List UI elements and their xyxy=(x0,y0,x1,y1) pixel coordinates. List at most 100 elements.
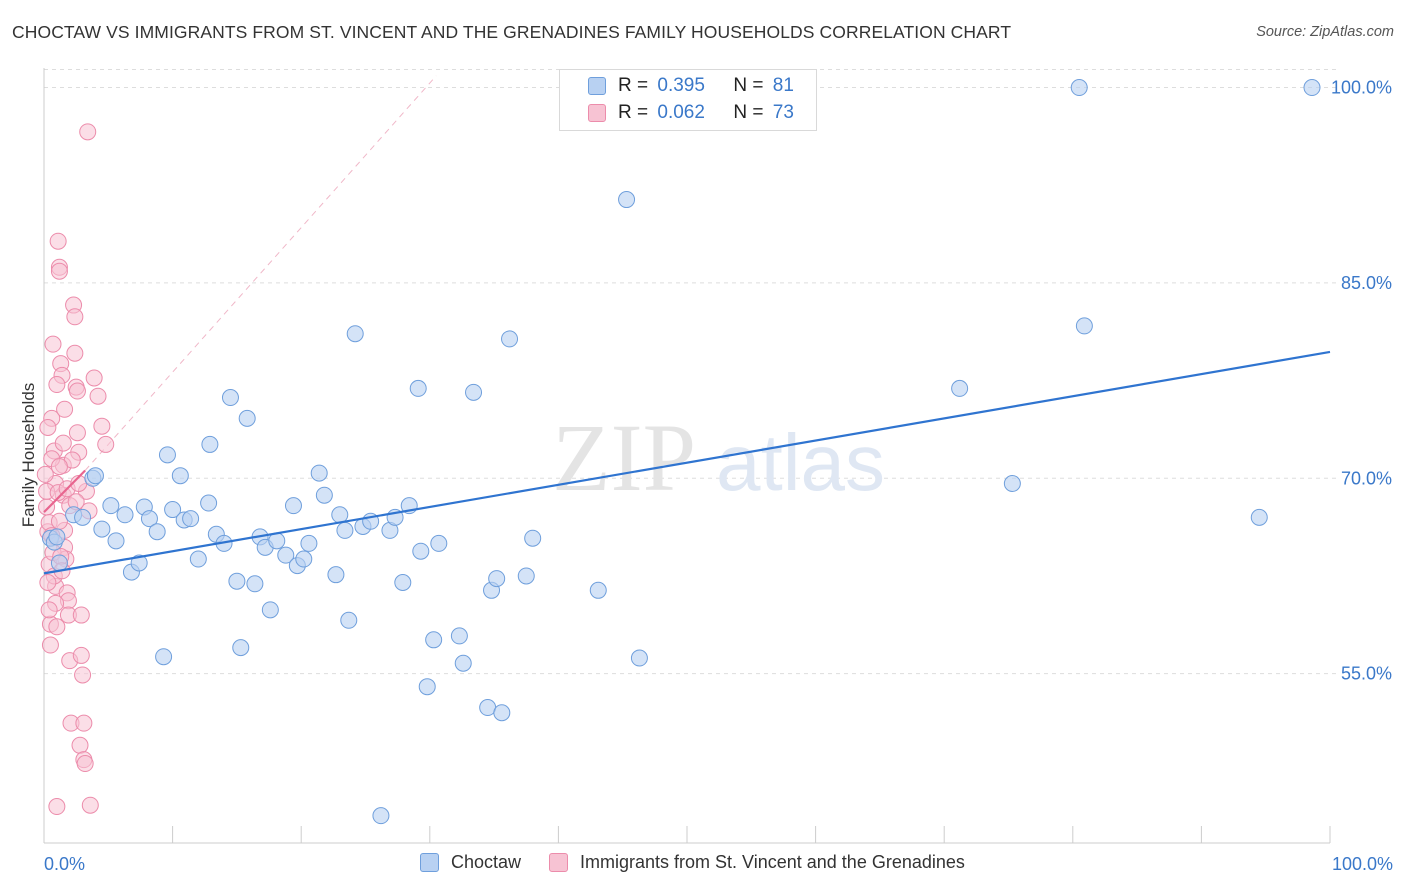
legend-label-choctaw: Choctaw xyxy=(451,852,522,872)
legend-item-immigrants: Immigrants from St. Vincent and the Gren… xyxy=(549,852,965,873)
pink-point xyxy=(48,798,66,816)
blue-point xyxy=(465,383,483,401)
blue-point xyxy=(951,379,969,397)
blue-point xyxy=(284,497,302,515)
blue-point xyxy=(48,528,66,546)
pink-point xyxy=(93,417,111,435)
legend-n-value: 81 xyxy=(772,75,794,96)
pink-point xyxy=(50,512,68,530)
blue-point xyxy=(50,554,68,572)
blue-point xyxy=(425,631,443,649)
y-tick-label: 55.0% xyxy=(1341,664,1392,684)
blue-trend-line xyxy=(43,350,1331,575)
blue-point xyxy=(589,581,607,599)
pink-point xyxy=(41,636,59,654)
legend-swatch-pink xyxy=(549,853,569,872)
blue-point xyxy=(340,611,358,629)
pink-point xyxy=(74,666,92,684)
legend-row-immigrants: R = 0.062 N = 73 xyxy=(588,101,794,125)
pink-point xyxy=(66,308,84,326)
pink-point xyxy=(44,335,62,353)
blue-point xyxy=(412,542,430,560)
blue-point xyxy=(140,510,158,528)
legend-row-choctaw: R = 0.395 N = 81 xyxy=(588,74,794,98)
blue-point xyxy=(517,567,535,585)
blue-point xyxy=(524,529,542,547)
blue-point xyxy=(450,627,468,645)
pink-point xyxy=(54,434,72,452)
pink-point xyxy=(72,646,90,664)
blue-point xyxy=(116,506,134,524)
series-blue-points xyxy=(41,79,1321,825)
pink-point xyxy=(85,369,103,387)
pink-point xyxy=(89,387,107,405)
reference-line xyxy=(84,75,437,471)
watermark-zip: ZIP xyxy=(552,404,696,511)
blue-point xyxy=(1070,79,1088,97)
legend-label-immigrants: Immigrants from St. Vincent and the Gren… xyxy=(580,852,965,872)
pink-point xyxy=(56,400,74,418)
pink-point xyxy=(66,344,84,362)
blue-point xyxy=(201,435,219,453)
blue-point xyxy=(310,464,328,482)
pink-point xyxy=(48,618,66,636)
blue-point xyxy=(501,330,519,348)
legend-n-value: 73 xyxy=(772,102,794,123)
legend-swatch-pink xyxy=(588,104,606,122)
pink-point xyxy=(36,465,54,483)
blue-point xyxy=(277,546,295,564)
blue-point xyxy=(331,506,349,524)
pink-point xyxy=(50,458,68,476)
blue-point xyxy=(1075,317,1093,335)
blue-point xyxy=(618,191,636,209)
blue-point xyxy=(238,409,256,427)
blue-point xyxy=(102,497,120,515)
pink-point xyxy=(68,424,86,442)
blue-point xyxy=(200,494,218,512)
blue-point xyxy=(107,532,125,550)
pink-point xyxy=(81,796,99,814)
blue-point xyxy=(164,501,182,519)
blue-point xyxy=(1303,79,1321,97)
blue-point xyxy=(394,573,412,591)
pink-point xyxy=(75,714,93,732)
blue-point xyxy=(232,639,250,657)
legend-r-label: R = xyxy=(618,102,649,123)
blue-point xyxy=(130,554,148,572)
blue-point xyxy=(409,379,427,397)
blue-point xyxy=(261,601,279,619)
blue-point xyxy=(1250,508,1268,526)
y-tick-label: 85.0% xyxy=(1341,273,1392,293)
blue-point xyxy=(1003,475,1021,493)
blue-point xyxy=(246,575,264,593)
blue-point xyxy=(418,678,436,696)
legend-swatch-blue xyxy=(588,77,606,95)
blue-point xyxy=(488,570,506,588)
pink-trend-line xyxy=(43,469,86,513)
legend-n-label: N = xyxy=(733,102,764,123)
stats-legend: R = 0.395 N = 81 R = 0.062 N = 73 xyxy=(559,69,817,131)
blue-point xyxy=(221,389,239,407)
series-legend: Choctaw Immigrants from St. Vincent and … xyxy=(420,852,993,873)
blue-point xyxy=(171,467,189,485)
blue-point xyxy=(158,446,176,464)
blue-point xyxy=(182,510,200,528)
blue-point xyxy=(93,520,111,538)
blue-point xyxy=(155,648,173,666)
pink-point xyxy=(39,573,57,591)
legend-r-label: R = xyxy=(618,75,649,96)
pink-point xyxy=(50,262,68,280)
chart-title: CHOCTAW VS IMMIGRANTS FROM ST. VINCENT A… xyxy=(12,22,1012,42)
blue-point xyxy=(228,572,246,590)
pink-point xyxy=(38,498,56,516)
pink-point xyxy=(72,606,90,624)
pink-point xyxy=(48,376,66,394)
y-tick-label: 100.0% xyxy=(1331,78,1392,98)
pink-point xyxy=(79,123,97,141)
blue-point xyxy=(327,566,345,584)
tick-labels: 55.0% 70.0% 85.0% 100.0% 0.0% 100.0% xyxy=(44,78,1393,874)
blue-point xyxy=(479,699,497,717)
source-label: Source: ZipAtlas.com xyxy=(1256,24,1394,40)
legend-r-value: 0.062 xyxy=(657,102,705,123)
